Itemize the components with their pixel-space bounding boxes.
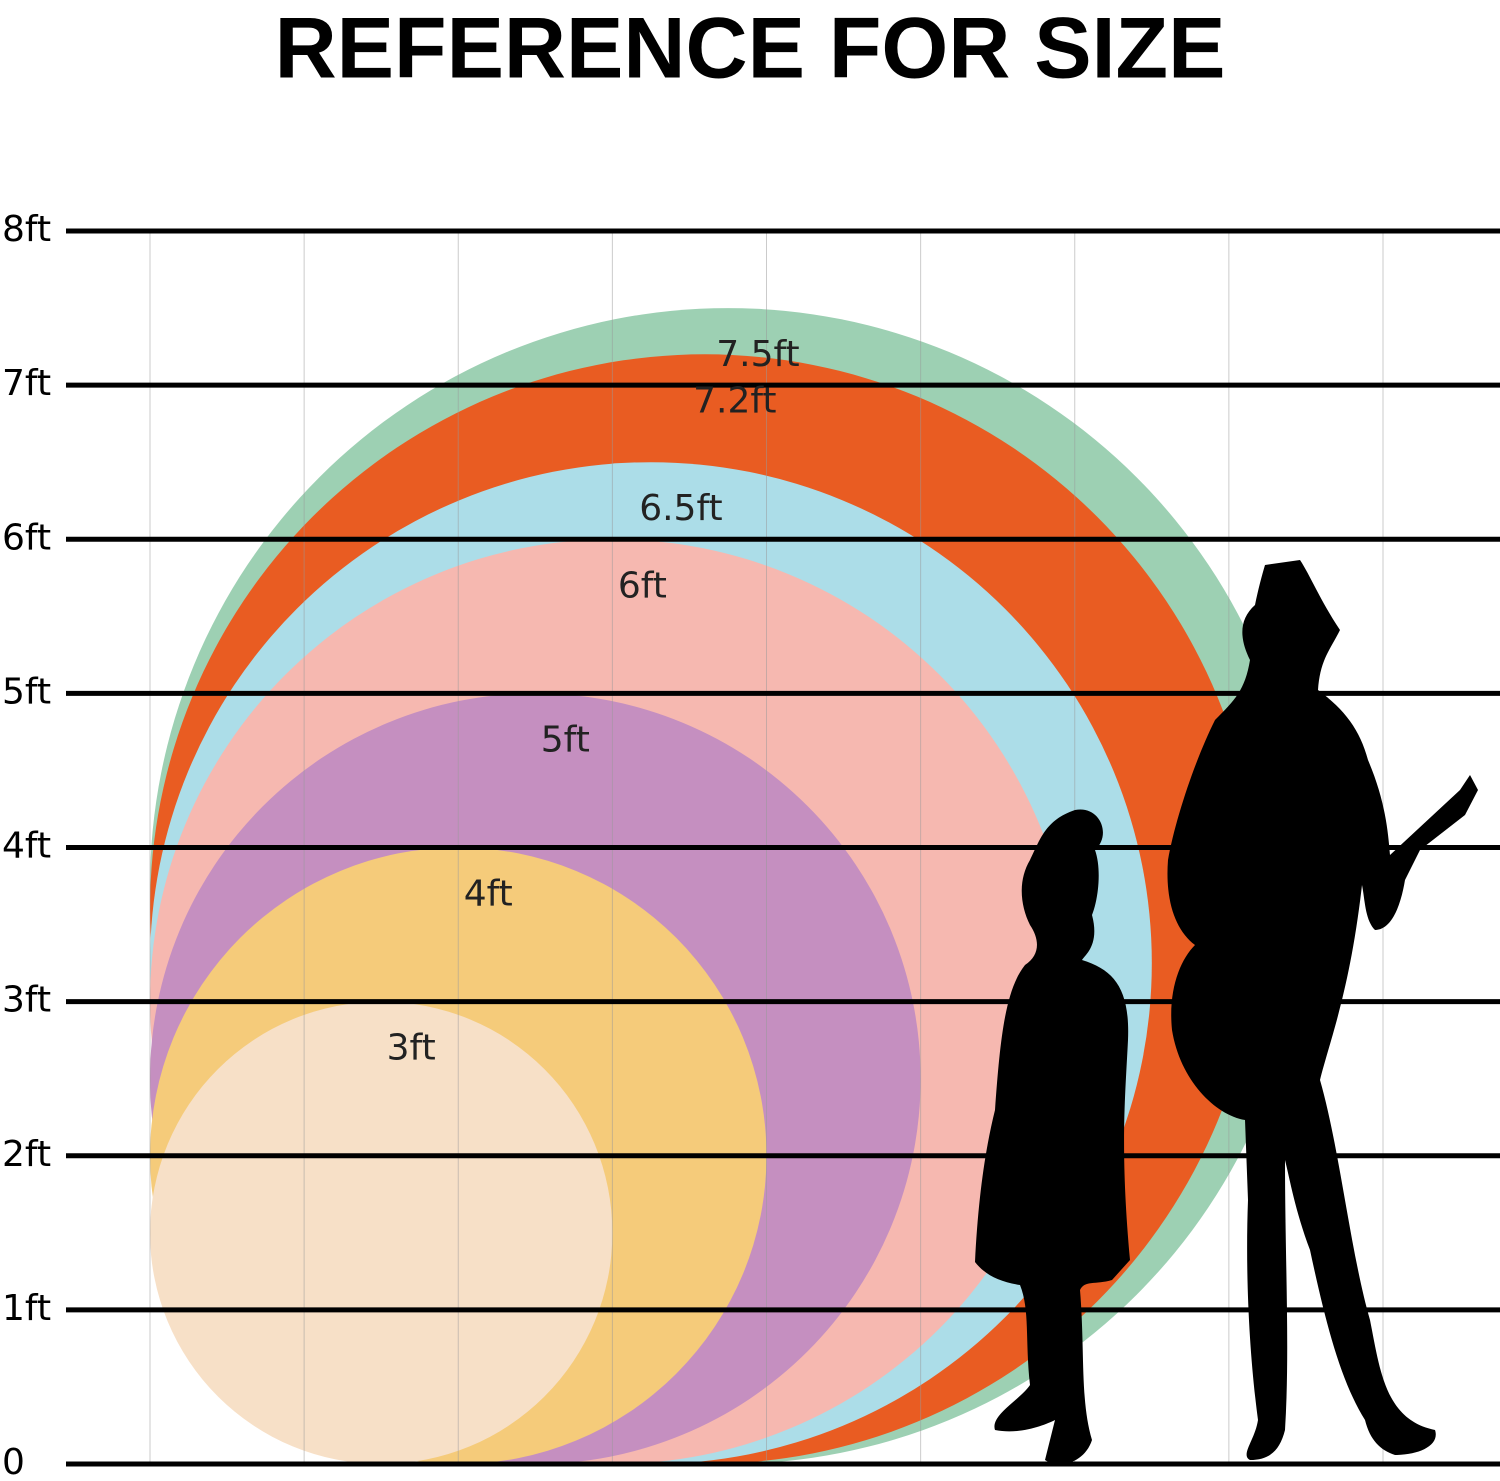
child-silhouette <box>975 809 1130 1465</box>
y-tick-label: 0 <box>2 1442 25 1481</box>
y-tick-label: 3ft <box>2 980 51 1021</box>
size-label: 4ft <box>464 874 513 915</box>
y-tick-label: 6ft <box>2 517 51 558</box>
size-label: 7.2ft <box>693 380 776 421</box>
y-tick-label: 5ft <box>2 671 51 712</box>
y-tick-label: 1ft <box>2 1288 51 1329</box>
size-circle <box>150 1001 613 1464</box>
size-label: 3ft <box>387 1028 436 1069</box>
adult-silhouette <box>1167 560 1478 1460</box>
labels: 7.5ft 7.2ft 6.5ft 6ft 5ft 4ft 3ft 0 1ft 2ft 3ft 4ft… <box>2 209 800 1481</box>
chart-title: REFERENCE FOR SIZE <box>275 1 1226 97</box>
size-label: 6.5ft <box>639 488 722 529</box>
y-tick-label: 7ft <box>2 363 51 404</box>
y-tick-label: 4ft <box>2 826 51 867</box>
size-label: 6ft <box>618 565 667 606</box>
y-tick-label: 2ft <box>2 1134 51 1175</box>
y-tick-label: 8ft <box>2 209 51 250</box>
circles <box>150 308 1306 1464</box>
size-label: 5ft <box>541 719 590 760</box>
size-label: 7.5ft <box>716 334 799 375</box>
silhouettes <box>975 560 1478 1465</box>
